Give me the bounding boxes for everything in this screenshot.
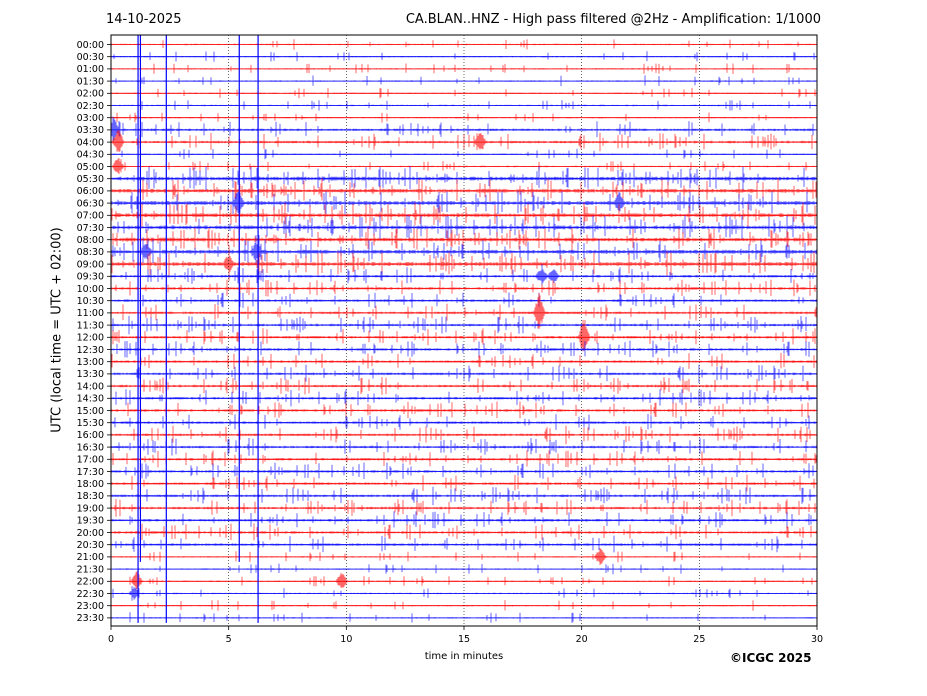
trace-1230 [110,340,818,358]
ytick-label-2030: 20:30 [77,540,104,551]
traces-layer [110,39,818,623]
ytick-label-0530: 05:30 [77,174,104,185]
ytick-label-1000: 10:00 [77,284,104,295]
ytick-label-1830: 18:30 [77,491,104,502]
ytick-label-0600: 06:00 [77,186,104,197]
ytick-label-1700: 17:00 [77,455,104,466]
trace-1300 [110,352,818,370]
trace-2000 [110,523,818,541]
ytick-label-2200: 22:00 [77,577,104,588]
ytick-label-1130: 11:30 [77,320,104,331]
xtick-label-20: 20 [576,634,588,645]
ytick-label-1430: 14:30 [77,394,104,405]
ytick-label-1530: 15:30 [77,418,104,429]
ytick-label-2100: 21:00 [77,552,104,563]
ytick-label-1200: 12:00 [77,333,104,344]
ytick-label-0000: 00:00 [77,40,104,51]
ytick-label-1930: 19:30 [77,516,104,527]
ytick-label-0900: 09:00 [77,259,104,270]
ytick-label-0930: 09:30 [77,272,104,283]
ytick-label-0200: 02:00 [77,89,104,100]
ytick-label-1300: 13:00 [77,357,104,368]
ytick-label-0330: 03:30 [77,125,104,136]
trace-1430 [110,389,818,407]
trace-2030 [110,535,818,553]
x-axis-label: time in minutes [424,651,504,662]
ytick-label-0800: 08:00 [77,235,104,246]
xtick-label-25: 25 [693,634,705,645]
xtick-label-5: 5 [226,634,232,645]
ytick-label-1630: 16:30 [77,442,104,453]
xtick-label-10: 10 [340,634,352,645]
trace-0600 [110,178,818,202]
ytick-label-2230: 22:30 [77,589,104,600]
ytick-label-2300: 23:00 [77,601,104,612]
ytick-label-1230: 12:30 [77,345,104,356]
trace-1930 [110,511,818,529]
ytick-label-0130: 01:30 [77,76,104,87]
ytick-label-1500: 15:00 [77,406,104,417]
x-axis-ticks: 0 5 10 15 20 25 30 [108,626,823,645]
chart-date: 14-10-2025 [106,12,182,27]
ytick-label-0030: 00:30 [77,52,104,63]
ytick-label-1400: 14:00 [77,381,104,392]
ytick-label-1330: 13:30 [77,369,104,380]
ytick-label-0630: 06:30 [77,198,104,209]
ytick-label-0700: 07:00 [77,211,104,222]
xtick-label-0: 0 [108,634,114,645]
chart-title: CA.BLAN..HNZ - High pass filtered @2Hz -… [405,12,821,27]
ytick-label-1100: 11:00 [77,308,104,319]
xtick-label-15: 15 [458,634,470,645]
ytick-label-0300: 03:00 [77,113,104,124]
ytick-label-0230: 02:30 [77,101,104,112]
ytick-label-1800: 18:00 [77,479,104,490]
ytick-label-1730: 17:30 [77,467,104,478]
ytick-label-2130: 21:30 [77,564,104,575]
ytick-label-0830: 08:30 [77,247,104,258]
ytick-label-0430: 04:30 [77,150,104,161]
ytick-label-2330: 23:30 [77,613,104,624]
ytick-label-1030: 10:30 [77,296,104,307]
glitch-layer [137,35,259,623]
xtick-label-30: 30 [811,634,823,645]
copyright-label: ©ICGC 2025 [730,651,812,665]
ytick-label-0100: 01:00 [77,64,104,75]
vertical-grid [228,35,700,626]
ytick-label-0500: 05:00 [77,162,104,173]
ytick-label-0730: 07:30 [77,223,104,234]
ytick-label-0400: 04:00 [77,137,104,148]
ytick-label-1600: 16:00 [77,430,104,441]
ytick-label-2000: 20:00 [77,528,104,539]
y-axis-label: UTC (local time = UTC + 02:00) [49,227,65,433]
ytick-label-1900: 19:00 [77,503,104,514]
